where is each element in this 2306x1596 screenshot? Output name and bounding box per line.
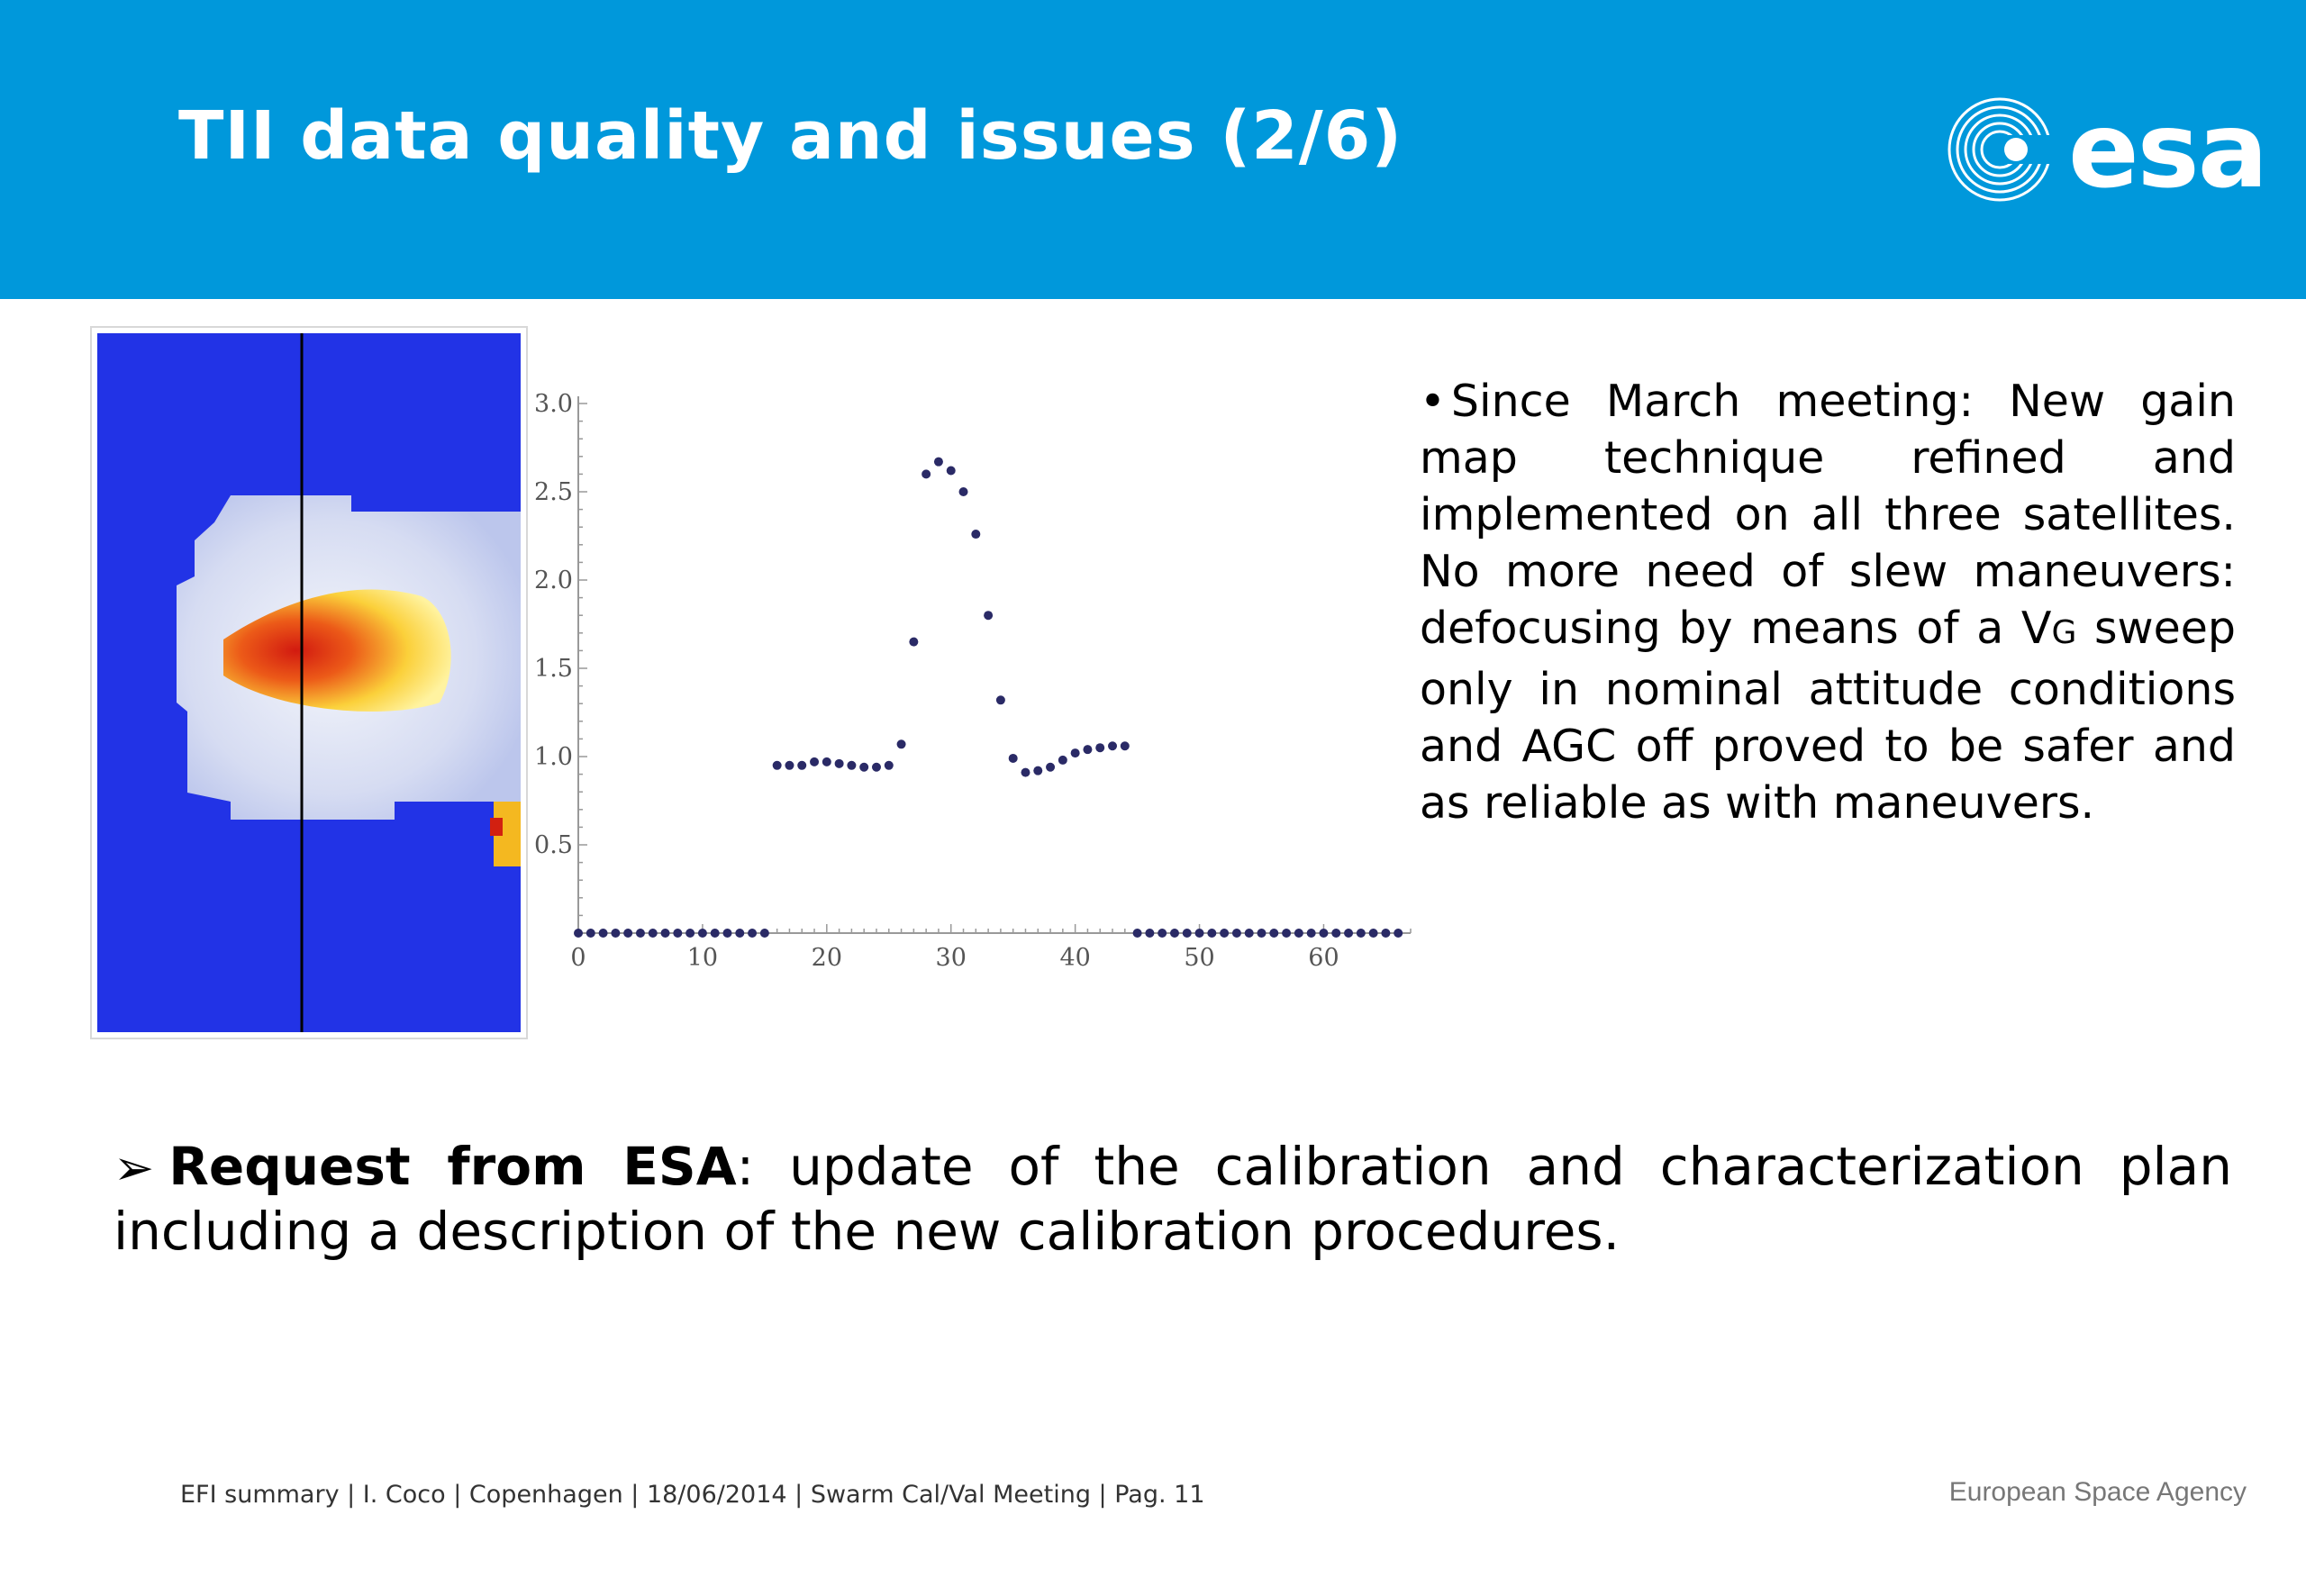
data-point bbox=[946, 466, 956, 476]
data-point bbox=[1120, 741, 1130, 751]
data-point bbox=[1257, 929, 1266, 938]
y-tick-label: 2.0 bbox=[534, 567, 573, 594]
data-point bbox=[1145, 929, 1155, 938]
data-point bbox=[921, 469, 931, 479]
data-point bbox=[598, 929, 608, 938]
x-tick-label: 40 bbox=[1059, 944, 1090, 972]
data-point bbox=[1331, 929, 1341, 938]
gain-map-image bbox=[90, 326, 528, 1039]
bullet-text-part2: sweep only in nominal attitude condition… bbox=[1420, 603, 2237, 829]
y-tick-label: 1.0 bbox=[534, 743, 573, 771]
data-point bbox=[722, 929, 732, 938]
data-point bbox=[1132, 929, 1142, 938]
data-point bbox=[1368, 929, 1378, 938]
data-point bbox=[772, 760, 782, 770]
y-tick-label: 2.5 bbox=[534, 478, 573, 506]
data-point bbox=[896, 739, 906, 749]
data-point bbox=[958, 487, 968, 496]
data-point bbox=[1344, 929, 1354, 938]
data-point bbox=[822, 757, 831, 766]
data-point bbox=[1070, 748, 1080, 758]
data-point bbox=[933, 457, 943, 467]
bullet-text-part1: Since March meeting: New gain map techni… bbox=[1420, 376, 2236, 654]
data-point bbox=[710, 929, 720, 938]
arrowhead-bullet-icon: ➢ bbox=[113, 1139, 155, 1196]
data-point bbox=[660, 929, 670, 938]
data-point bbox=[1220, 929, 1230, 938]
x-tick-label: 10 bbox=[687, 944, 718, 972]
data-point bbox=[1319, 929, 1329, 938]
data-point bbox=[574, 929, 583, 938]
request-text: : update of the calibration and characte… bbox=[113, 1136, 2232, 1262]
slide-header: TII data quality and issues (2/6) esa bbox=[0, 0, 2306, 299]
data-point bbox=[635, 929, 645, 938]
x-tick-label: 50 bbox=[1184, 944, 1214, 972]
data-point bbox=[623, 929, 633, 938]
data-point bbox=[1356, 929, 1366, 938]
data-point bbox=[1021, 767, 1030, 777]
esa-logo-text: esa bbox=[2068, 90, 2268, 212]
data-point bbox=[1033, 766, 1043, 775]
data-point bbox=[611, 929, 621, 938]
data-point bbox=[847, 760, 857, 770]
data-point bbox=[1169, 929, 1179, 938]
data-point bbox=[1231, 929, 1241, 938]
data-point bbox=[1046, 762, 1056, 772]
data-point bbox=[1394, 929, 1403, 938]
request-bold: Request from ESA bbox=[168, 1136, 737, 1197]
data-point bbox=[1244, 929, 1254, 938]
y-tick-label: 1.5 bbox=[534, 655, 573, 683]
x-tick-label: 20 bbox=[812, 944, 842, 972]
data-point bbox=[735, 929, 745, 938]
data-point bbox=[1306, 929, 1316, 938]
data-point bbox=[1108, 741, 1118, 751]
data-point bbox=[1194, 929, 1204, 938]
data-point bbox=[859, 762, 869, 772]
data-point bbox=[810, 757, 820, 766]
calibration-scatter-plot: 0 10 20 30 40 50 60 0.5 1.0 1.5 2.0 2.5 3.0 bbox=[522, 378, 1423, 991]
data-point bbox=[1095, 743, 1105, 753]
x-tick-label: 30 bbox=[936, 944, 967, 972]
data-point bbox=[797, 760, 807, 770]
data-point bbox=[834, 758, 844, 768]
data-point bbox=[971, 530, 981, 540]
x-tick-label: 60 bbox=[1308, 944, 1339, 972]
data-point bbox=[648, 929, 658, 938]
request-paragraph: ➢ Request from ESA: update of the calibra… bbox=[113, 1135, 2232, 1264]
data-point bbox=[909, 637, 919, 647]
data-point bbox=[748, 929, 758, 938]
agency-name: European Space Agency bbox=[1948, 1477, 2247, 1507]
data-point bbox=[1058, 755, 1067, 765]
data-point bbox=[1294, 929, 1303, 938]
esa-swirl-icon bbox=[1947, 97, 2068, 202]
y-tick-label: 0.5 bbox=[534, 831, 573, 859]
data-point bbox=[785, 760, 794, 770]
slide-footer: EFI summary | I. Coco | Copenhagen | 18/… bbox=[180, 1481, 1205, 1509]
data-point bbox=[884, 760, 894, 770]
data-point bbox=[1282, 929, 1292, 938]
data-point bbox=[1083, 745, 1093, 755]
bullet-subscript: G bbox=[2051, 614, 2077, 651]
data-point bbox=[995, 695, 1005, 705]
bullet-text: • Since March meeting: New gain map techn… bbox=[1420, 373, 2236, 831]
data-point bbox=[1381, 929, 1391, 938]
x-tick-label: 0 bbox=[570, 944, 586, 972]
slide-title: TII data quality and issues (2/6) bbox=[178, 97, 1403, 175]
bullet-dot: • bbox=[1420, 376, 1446, 427]
data-point bbox=[586, 929, 595, 938]
data-point bbox=[984, 611, 994, 621]
data-point bbox=[685, 929, 695, 938]
data-point bbox=[1008, 753, 1018, 763]
data-point bbox=[1269, 929, 1279, 938]
esa-logo: esa bbox=[1944, 90, 2268, 212]
data-point bbox=[673, 929, 683, 938]
y-tick-label: 3.0 bbox=[534, 390, 573, 418]
data-point bbox=[1182, 929, 1192, 938]
data-point bbox=[759, 929, 769, 938]
data-point bbox=[1158, 929, 1167, 938]
data-point bbox=[697, 929, 707, 938]
data-point bbox=[1207, 929, 1217, 938]
data-point bbox=[871, 762, 881, 772]
